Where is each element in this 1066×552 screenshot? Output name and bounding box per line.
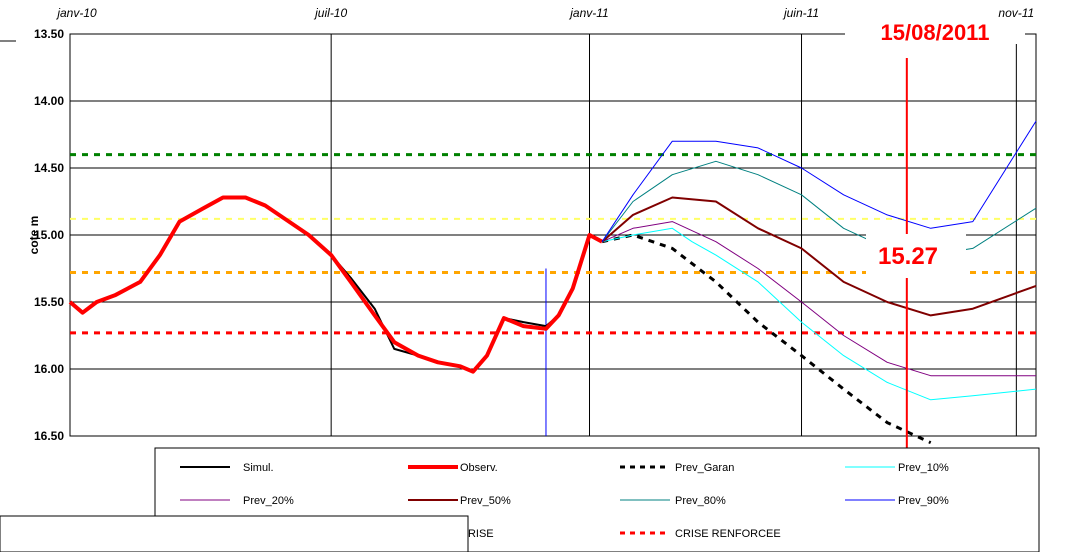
x-tick-label: juil-10 bbox=[313, 6, 347, 20]
legend-label: Prev_50% bbox=[460, 495, 511, 507]
y-axis-label: cote m bbox=[27, 216, 41, 255]
x-tick-label: janv-10 bbox=[55, 6, 97, 20]
legend-label: Prev_20% bbox=[243, 495, 294, 507]
series-line bbox=[601, 196, 1037, 317]
y-tick-label: 14.50 bbox=[34, 161, 64, 175]
legend: Simul. Observ. Prev_Garan Prev_10% Prev_20% P… bbox=[154, 447, 1040, 552]
x-axis-tick-labels: janv-10 juil-10 janv-11 juin-11 nov-11 bbox=[55, 6, 1034, 20]
y-tick-label: 15.00 bbox=[34, 228, 64, 242]
y-tick-label: 16.50 bbox=[34, 429, 64, 443]
y-axis-tick-labels: 13.50 14.00 14.50 15.00 15.50 16.00 16.50 bbox=[34, 27, 64, 443]
date-annotation: 15/08/2011 15.27 bbox=[845, 14, 1025, 552]
y-tick-label: 15.50 bbox=[34, 295, 64, 309]
x-tick-label: nov-11 bbox=[998, 6, 1034, 20]
annotation-date-label: 15/08/2011 bbox=[881, 20, 990, 45]
legend-label: Simul. bbox=[243, 462, 274, 474]
series-lines bbox=[68, 120, 1037, 445]
legend-label: Prev_90% bbox=[898, 495, 949, 507]
legend-label: Prev_80% bbox=[675, 495, 726, 507]
y-tick-label: 14.00 bbox=[34, 94, 64, 108]
annotation-value-box bbox=[866, 234, 966, 278]
x-tick-label: janv-11 bbox=[568, 6, 608, 20]
series-line bbox=[601, 227, 1037, 401]
legend-label: Observ. bbox=[460, 462, 498, 474]
x-tick-label: juin-11 bbox=[782, 6, 819, 20]
series-line bbox=[601, 221, 1036, 377]
series-line bbox=[601, 120, 1037, 242]
overlay-rect bbox=[0, 515, 469, 552]
annotation-value-label: 15.27 bbox=[878, 243, 938, 270]
series-line bbox=[68, 195, 604, 374]
legend-label: Prev_10% bbox=[898, 462, 949, 474]
annotation-date-box bbox=[845, 14, 1025, 44]
legend-label: Prev_Garan bbox=[675, 462, 734, 474]
overlay-box bbox=[0, 515, 469, 552]
y-tick-label: 16.00 bbox=[34, 362, 64, 376]
legend-label: CRISE RENFORCEE bbox=[675, 528, 781, 540]
y-tick-label: 13.50 bbox=[34, 27, 64, 41]
